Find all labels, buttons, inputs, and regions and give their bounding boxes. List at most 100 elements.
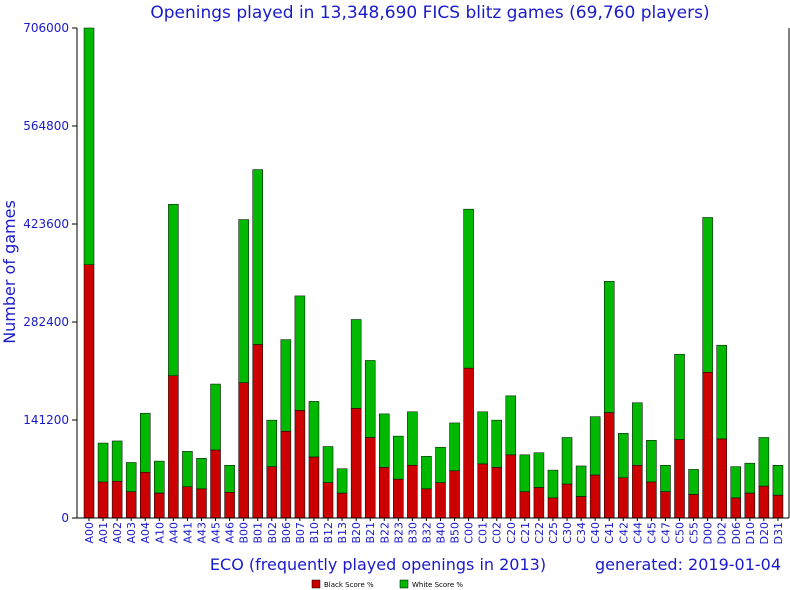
bar-white-B40	[435, 446, 446, 483]
x-tick-label-A41: A41	[181, 522, 194, 544]
bar-black-C02	[491, 467, 502, 519]
bar-black-A02	[111, 480, 123, 519]
generated-date: generated: 2019-01-04	[595, 555, 781, 574]
x-tick-label-B20: B20	[350, 522, 363, 544]
bar-white-A00	[83, 27, 95, 265]
bar-white-A46	[224, 465, 235, 493]
x-tick-label-B12: B12	[322, 522, 335, 544]
legend-swatch-white	[399, 579, 409, 589]
x-tick-label-B40: B40	[435, 522, 448, 544]
bar-white-B23	[393, 435, 404, 480]
y-tick-label-1: 141200	[23, 413, 69, 427]
bar-white-A01	[97, 442, 109, 483]
x-tick-label-B21: B21	[364, 522, 377, 544]
bar-black-B06	[280, 430, 292, 519]
bar-white-B10	[308, 401, 320, 458]
bar-white-A04	[139, 412, 151, 473]
bar-white-B06	[280, 339, 292, 432]
bar-black-C25	[547, 497, 559, 519]
bar-black-C00	[463, 367, 474, 519]
y-tick-label-0: 0	[61, 511, 69, 525]
bar-black-D31	[772, 494, 784, 519]
bar-white-B12	[322, 446, 334, 483]
bar-black-C45	[646, 481, 657, 519]
bar-black-B01	[252, 344, 263, 519]
bar-white-C01	[477, 411, 488, 465]
x-tick-label-A01: A01	[97, 522, 110, 544]
bar-black-B50	[449, 470, 460, 519]
bar-black-A04	[139, 471, 151, 519]
x-tick-label-A46: A46	[224, 522, 237, 544]
bar-black-C01	[477, 463, 488, 519]
bar-white-D02	[716, 344, 727, 440]
bar-black-B21	[364, 437, 376, 519]
x-tick-label-B50: B50	[449, 522, 462, 544]
bar-black-C47	[660, 491, 671, 519]
bar-black-B10	[308, 456, 320, 519]
bar-white-C40	[589, 416, 601, 476]
x-tick-label-D00: D00	[702, 522, 715, 544]
x-tick-label-C20: C20	[505, 522, 518, 544]
x-tick-label-B23: B23	[392, 522, 405, 544]
x-tick-label-C22: C22	[533, 522, 546, 544]
x-tick-label-D06: D06	[730, 522, 743, 544]
bar-white-D20	[758, 437, 770, 487]
x-tick-label-C34: C34	[575, 522, 588, 544]
x-tick-label-A40: A40	[167, 522, 180, 544]
bar-black-A45	[210, 449, 221, 519]
x-tick-label-B22: B22	[378, 522, 391, 544]
x-tick-label-A02: A02	[111, 522, 124, 544]
y-tick-label-5: 706000	[23, 21, 69, 35]
bar-white-C44	[632, 402, 643, 466]
bar-black-B23	[393, 478, 404, 519]
bar-black-A43	[196, 488, 207, 519]
bar-black-B32	[421, 488, 432, 519]
x-tick-label-C55: C55	[688, 522, 701, 544]
bar-black-A10	[154, 492, 165, 519]
bar-white-C47	[660, 465, 671, 492]
x-tick-label-A03: A03	[125, 522, 138, 544]
x-tick-label-B07: B07	[294, 522, 307, 544]
y-axis-label: Number of games	[0, 200, 19, 344]
x-tick-label-C47: C47	[659, 522, 672, 544]
bar-white-B20	[350, 319, 362, 409]
bar-white-B00	[238, 219, 249, 383]
bar-black-C50	[674, 439, 685, 519]
bars-group	[83, 27, 784, 519]
x-tick-label-C00: C00	[463, 522, 476, 544]
bar-black-B07	[294, 410, 306, 519]
bar-black-D06	[730, 497, 742, 519]
x-tick-label-C50: C50	[674, 522, 687, 544]
x-tick-label-C21: C21	[519, 522, 532, 544]
bar-white-A45	[210, 383, 221, 451]
bar-white-A10	[154, 460, 165, 494]
x-tick-label-C25: C25	[547, 522, 560, 544]
y-tick-label-4: 564800	[23, 119, 69, 133]
x-tick-label-C02: C02	[491, 522, 504, 544]
bar-black-D02	[716, 438, 727, 519]
bar-white-A40	[168, 204, 179, 376]
bar-white-B07	[294, 295, 306, 411]
y-tick-label-3: 423600	[23, 217, 69, 231]
bar-black-C34	[575, 496, 587, 519]
legend-label-white: White Score %	[412, 581, 463, 589]
bar-white-C55	[688, 469, 699, 495]
legend: Black Score % White Score %	[311, 579, 463, 589]
bar-white-B01	[252, 169, 263, 345]
x-tick-label-D10: D10	[744, 522, 757, 544]
x-tick-label-B02: B02	[266, 522, 279, 544]
x-tick-label-C30: C30	[561, 522, 574, 544]
bar-black-B00	[238, 382, 249, 519]
bar-white-D10	[744, 462, 756, 494]
axes-group: A00 A01 A02 A03 A04 A10 A40 A41 A43 A45 A46 B00 B01 B…	[23, 21, 790, 544]
x-tick-label-C01: C01	[477, 522, 490, 544]
bar-white-C41	[603, 281, 615, 413]
bar-white-B32	[421, 455, 432, 490]
bar-white-B30	[407, 411, 418, 466]
bar-black-C44	[632, 465, 643, 519]
x-tick-label-B30: B30	[406, 522, 419, 544]
bar-white-B21	[364, 360, 376, 438]
bar-white-B22	[379, 413, 390, 468]
bar-black-B12	[322, 482, 334, 519]
